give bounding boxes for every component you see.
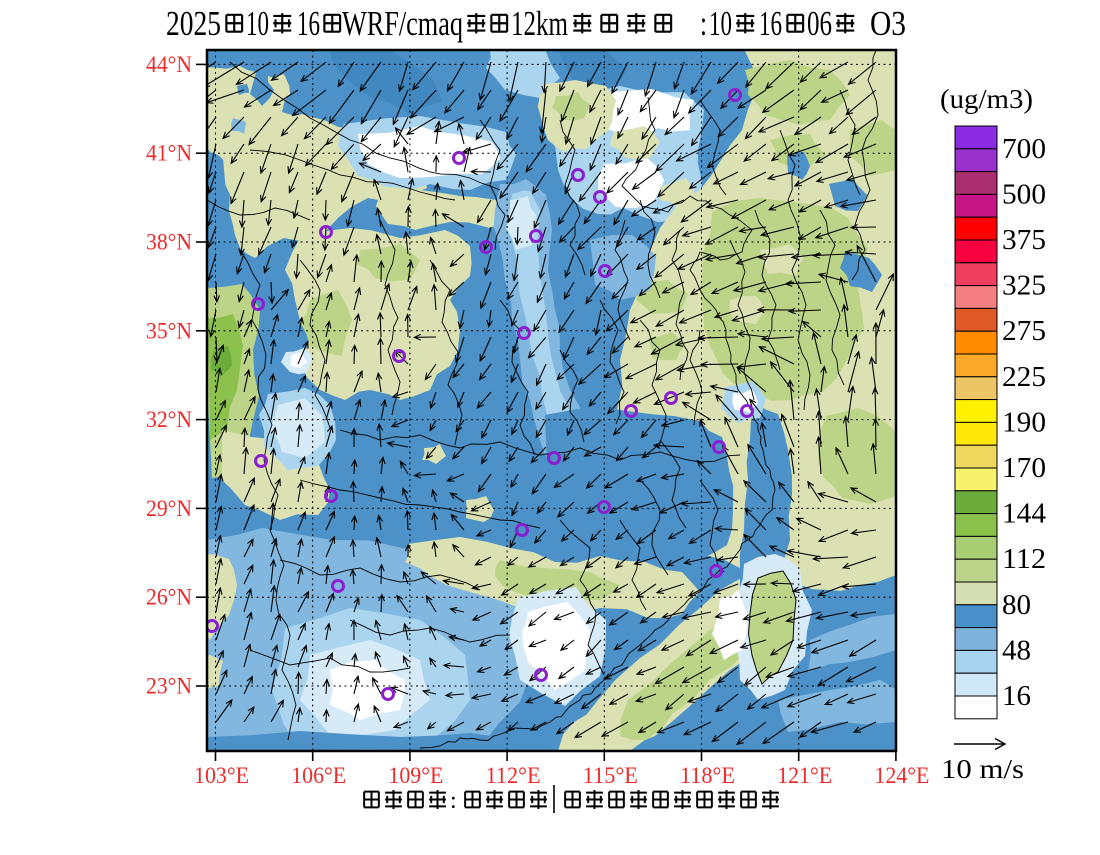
- svg-text:106°E: 106°E: [291, 763, 346, 788]
- svg-text:23°N: 23°N: [146, 674, 192, 699]
- svg-text:190: 190: [1002, 407, 1046, 438]
- svg-text:38°N: 38°N: [146, 230, 192, 255]
- svg-text:700: 700: [1002, 134, 1046, 165]
- svg-text:26°N: 26°N: [146, 585, 192, 610]
- svg-text:48: 48: [1002, 635, 1031, 666]
- svg-text:115°E: 115°E: [583, 763, 638, 788]
- svg-text:12km: 12km: [511, 4, 568, 43]
- svg-text:109°E: 109°E: [388, 763, 443, 788]
- svg-text::: :: [450, 788, 457, 814]
- svg-text:06: 06: [807, 4, 832, 43]
- svg-text:35°N: 35°N: [146, 318, 192, 343]
- svg-text:112°E: 112°E: [486, 763, 541, 788]
- svg-text:325: 325: [1002, 271, 1046, 302]
- svg-text::: :: [700, 4, 707, 43]
- svg-text:29°N: 29°N: [146, 496, 192, 521]
- svg-text:80: 80: [1002, 590, 1031, 621]
- svg-text:500: 500: [1002, 179, 1046, 210]
- svg-text:118°E: 118°E: [680, 763, 735, 788]
- svg-text:41°N: 41°N: [146, 141, 192, 166]
- svg-text:16: 16: [1002, 681, 1031, 712]
- svg-text:121°E: 121°E: [777, 763, 832, 788]
- svg-text:10: 10: [246, 4, 269, 43]
- svg-text:170: 170: [1002, 453, 1046, 484]
- svg-text:124°E: 124°E: [874, 763, 929, 788]
- svg-text:WRF/cmaq: WRF/cmaq: [342, 4, 463, 43]
- svg-text:O3: O3: [870, 4, 906, 43]
- svg-text:16: 16: [759, 4, 782, 43]
- svg-text:(ug/m3): (ug/m3): [940, 84, 1033, 114]
- svg-text:275: 275: [1002, 316, 1046, 347]
- svg-text:44°N: 44°N: [146, 52, 192, 77]
- svg-text:375: 375: [1002, 225, 1046, 256]
- svg-text:16: 16: [297, 4, 320, 43]
- svg-text:10 m/s: 10 m/s: [941, 754, 1024, 784]
- svg-text:2025: 2025: [166, 4, 221, 43]
- svg-text:112: 112: [1002, 544, 1046, 575]
- svg-text:32°N: 32°N: [146, 407, 192, 432]
- svg-text:10: 10: [709, 4, 732, 43]
- svg-text:225: 225: [1002, 362, 1046, 393]
- svg-text:103°E: 103°E: [194, 763, 249, 788]
- svg-text:144: 144: [1002, 499, 1046, 530]
